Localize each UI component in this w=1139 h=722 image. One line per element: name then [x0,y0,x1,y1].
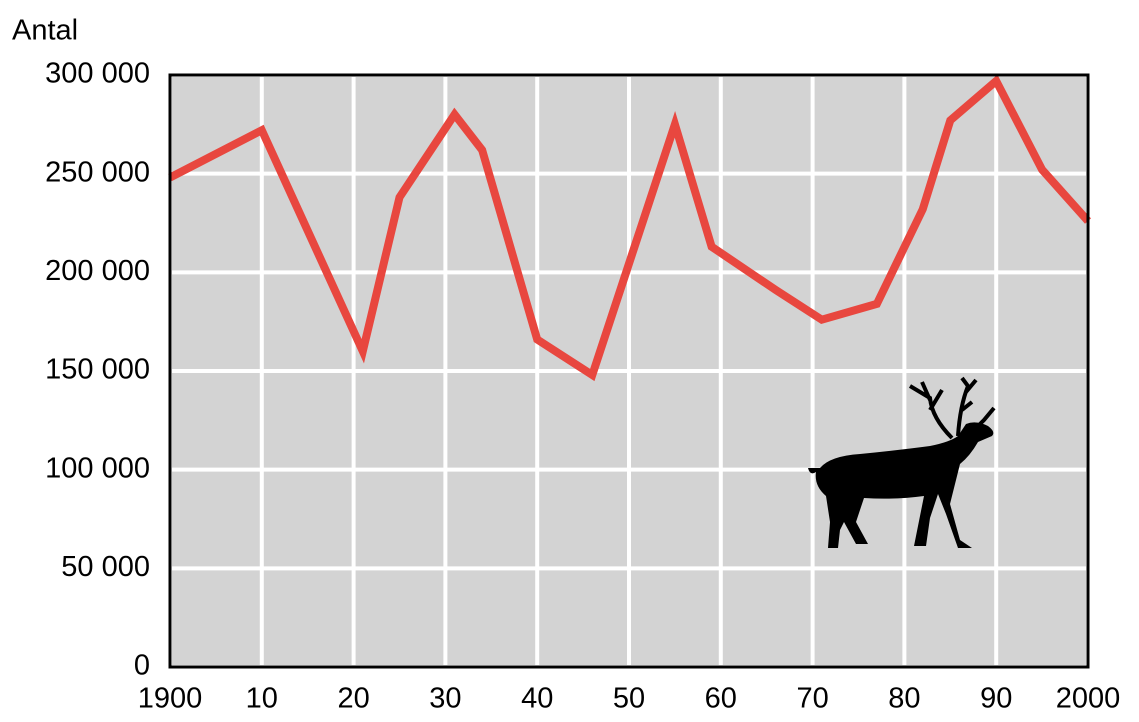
y-tick-label: 200 000 [45,255,150,287]
chart: Antal 0 50 000 100 000 150 000 200 000 250 00… [0,0,1139,722]
y-tick-label: 250 000 [45,156,150,188]
x-tick-label: 10 [246,683,278,715]
x-tick-label: 2000 [1056,683,1121,715]
x-tick-label: 30 [429,683,461,715]
x-tick-label: 1900 [138,683,203,715]
y-tick-label: 0 [134,650,150,682]
x-tick-label: 40 [521,683,553,715]
page: {"chart_data": {"type": "line", "y_label… [0,0,1139,722]
x-tick-label: 60 [705,683,737,715]
x-tick-label: 20 [337,683,369,715]
y-tick-label: 100 000 [45,452,150,484]
y-tick-label: 50 000 [61,551,150,583]
y-tick-label: 300 000 [45,58,150,90]
y-tick-label: 150 000 [45,354,150,386]
x-tick-label: 50 [613,683,645,715]
x-tick-label: 70 [796,683,828,715]
y-axis-label: Antal [12,15,78,47]
x-tick-label: 80 [888,683,920,715]
x-tick-label: 90 [980,683,1012,715]
